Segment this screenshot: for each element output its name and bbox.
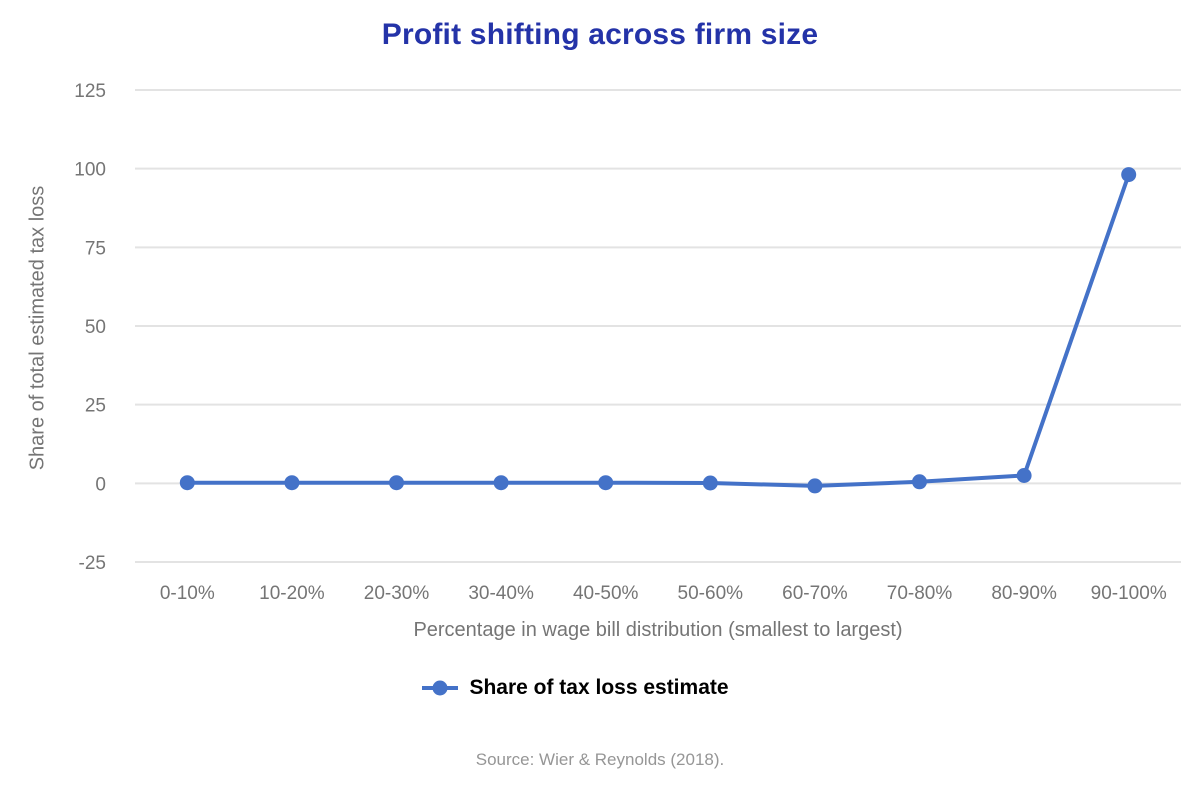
- x-tick-label: 30-40%: [468, 583, 534, 604]
- data-point-20-30%: [389, 475, 404, 491]
- data-point-80-90%: [1016, 468, 1032, 483]
- line-series-group: [179, 167, 1137, 494]
- data-point-0-10%: [179, 475, 195, 491]
- data-point-50-60%: [702, 475, 718, 491]
- gridlines-group: [135, 89, 1181, 563]
- x-axis-tick-labels: 0-10% 10-20% 20-30% 30-40% 40-50% 50-60% 60-70…: [160, 583, 1167, 604]
- x-tick-label: 50-60%: [678, 583, 744, 604]
- x-axis-title: Percentage in wage bill distribution (sm…: [413, 619, 903, 641]
- y-axis-title: Share of total estimated tax loss: [26, 185, 49, 471]
- data-point-60-70%: [807, 478, 823, 494]
- legend-label: Share of tax loss estimate: [469, 676, 729, 699]
- source-text: Source: Wier & Reynolds (2018).: [475, 750, 725, 769]
- x-tick-label: 10-20%: [259, 583, 325, 604]
- data-point-40-50%: [598, 475, 614, 491]
- y-tick-label: 100: [74, 160, 106, 181]
- x-tick-label: 20-30%: [364, 583, 430, 604]
- series-line: [185, 172, 1131, 488]
- y-tick-label: 75: [85, 238, 106, 259]
- x-tick-label: 80-90%: [991, 583, 1057, 604]
- x-tick-label: 0-10%: [160, 583, 215, 604]
- x-tick-label: 70-80%: [887, 583, 953, 604]
- x-tick-label: 40-50%: [573, 583, 639, 604]
- chart-title: Profit shifting across firm size: [381, 18, 819, 51]
- y-tick-label: 0: [95, 474, 106, 495]
- legend: Share of tax loss estimate: [0, 676, 1150, 700]
- y-tick-label: -25: [79, 553, 106, 574]
- y-tick-label: 125: [74, 81, 106, 102]
- y-tick-label: 50: [85, 317, 106, 338]
- data-point-70-80%: [912, 474, 927, 490]
- data-point-10-20%: [284, 475, 300, 491]
- x-tick-label: 60-70%: [782, 583, 848, 604]
- y-tick-label: 25: [85, 396, 106, 417]
- data-point-30-40%: [493, 475, 509, 491]
- x-tick-label: 90-100%: [1091, 583, 1167, 604]
- y-axis-tick-labels: 125 100 75 50 25 0 -25: [74, 81, 106, 574]
- data-point-90-100%: [1121, 167, 1137, 183]
- legend-series-marker-icon: [422, 680, 459, 696]
